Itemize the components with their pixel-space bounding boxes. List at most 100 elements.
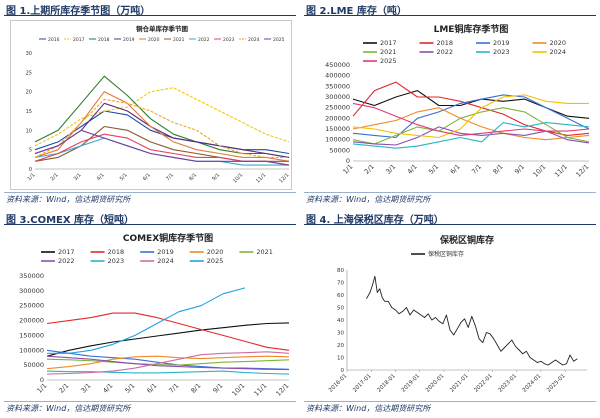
legend-entry: 2020 [189,248,223,256]
x-tick-label: 1/1 [26,172,36,182]
legend-label: 2021 [380,48,397,56]
x-tick-label: 3/1 [79,382,92,395]
x-tick-label: 9/1 [513,163,526,176]
legend-label: 2019 [157,248,174,256]
y-tick-label: 150000 [19,331,44,339]
y-tick-label: 10 [26,128,32,134]
title-rule [304,15,596,16]
x-tick-label: 2/1 [57,382,70,395]
legend-entry: 2017 [64,37,85,43]
chart-title: 铜仓单库存季节图 [136,24,189,33]
series-line-2019 [46,349,290,370]
legend-label: 2018 [437,39,454,47]
series-line-2018 [34,75,290,158]
x-tick-label: 2023-01 [498,373,518,393]
legend-entry: 2017 [41,248,75,256]
panel-bonded: 图 4. 上海保税区库存（万吨） 保税区铜库存 保税区铜库存 0 10 20 30 40 50… [300,209,600,418]
legend-label: 2022 [437,48,454,56]
legend-entry: 2023 [214,37,235,43]
y-tick-label: 350000 [325,82,350,90]
series-line-2020 [352,107,590,141]
legend-label: 2020 [148,37,160,43]
x-tick-label: 12/1 [274,382,290,398]
series-line-2021 [352,107,590,145]
source-rule [4,192,296,193]
series-line-2023 [352,122,590,149]
x-tick-label: 4/1 [406,163,419,176]
x-tick-label: 7/1 [165,172,175,182]
x-tick-label: 5/1 [119,172,129,182]
source-rule [304,192,596,193]
x-tick-label: 1/1 [341,163,354,176]
y-tick-label: 70 [337,281,344,287]
x-tick-label: 9/1 [211,382,224,395]
legend-label: 2025 [273,37,285,43]
chart-frame: LME铜库存季节图 2017 2018 2019 2020 2021 2022 2023 202… [310,20,592,190]
x-tick-label: 1/1 [35,382,48,395]
x-tick-label: 11/1 [255,172,267,184]
panel-shfe: 图 1.上期所库存季节图（万吨） 铜仓单库存季节图 2016 2017 2018 201… [0,0,300,209]
legend-entry: 2024 [140,257,174,265]
series-line-2017 [46,322,290,357]
legend-label: 2018 [108,248,125,256]
y-tick-label: 25 [26,70,32,76]
source-note: 资料来源：Wind，信达期货研究所 [306,404,431,413]
legend-entry: 2018 [90,248,125,256]
legend-entry: 2017 [363,39,397,47]
legend-entry: 2020 [139,37,160,43]
legend-entry: 2025 [363,57,397,65]
y-tick-label: 50000 [329,146,350,154]
legend-label: 2025 [207,257,224,265]
title-rule [4,15,296,16]
series-line-2017 [34,87,290,147]
legend-entry: 2016 [39,37,60,43]
chart-lme: LME铜库存季节图 2017 2018 2019 2020 2021 2022 2023 202… [325,23,590,179]
legend-entry: 2021 [239,248,273,256]
x-tick-label: 8/1 [189,382,202,395]
source-note: 资料来源：Wind，信达期货研究所 [6,195,131,204]
x-tick-label: 5/1 [123,382,136,395]
x-tick-label: 10/1 [532,163,548,179]
legend-entry: 2025 [264,37,285,43]
legend-label: 2019 [123,37,135,43]
chart-frame: 铜仓单库存季节图 2016 2017 2018 2019 2020 2021 2022 2023… [10,20,292,190]
y-tick-label: 350000 [19,272,44,280]
x-tick-label: 2022-01 [473,373,493,393]
legend-entry: 2019 [476,39,510,47]
legend-label: 2021 [256,248,273,256]
legend-entry: 2020 [532,39,566,47]
y-tick-label: 50 [337,306,344,312]
x-tick-label: 4/1 [96,172,106,182]
y-tick-label: 100000 [19,346,44,354]
legend-label: 2016 [48,37,60,43]
legend-entry: 2019 [114,37,135,43]
series-line-2024 [46,351,290,375]
figure-title: 图 2.LME 库存（吨） [306,6,407,17]
panel-lme: 图 2.LME 库存（吨） LME铜库存季节图 2017 2018 2019 2020 2… [300,0,600,209]
x-tick-label: 11/1 [553,163,569,179]
x-tick-label: 2017-01 [352,373,372,393]
chart-title: 保税区铜库存 [439,234,494,246]
legend-entry: 2021 [363,48,397,56]
y-tick-label: 50000 [23,361,44,369]
figure-title: 图 3.COMEX 库存（短吨） [6,215,135,226]
y-tick-label: 80 [337,268,344,274]
title-rule [4,224,296,225]
y-tick-label: 20 [337,343,344,349]
x-tick-label: 5/1 [427,163,440,176]
y-tick-label: 450000 [325,61,350,69]
series-line-2025 [34,129,290,166]
y-tick-label: 300000 [19,287,44,295]
x-tick-label: 2/1 [363,163,376,176]
legend-entry: 2018 [89,37,110,43]
x-tick-label: 3/1 [384,163,397,176]
legend-label: 2017 [58,248,75,256]
series-line-2021 [46,358,290,366]
legend-label: 2018 [98,37,110,43]
y-tick-label: 300000 [325,93,350,101]
x-tick-label: 6/1 [142,172,152,182]
y-tick-label: 200000 [325,114,350,122]
source-note: 资料来源：Wind，信达期货研究所 [6,404,131,413]
series-line-2018 [46,312,290,351]
